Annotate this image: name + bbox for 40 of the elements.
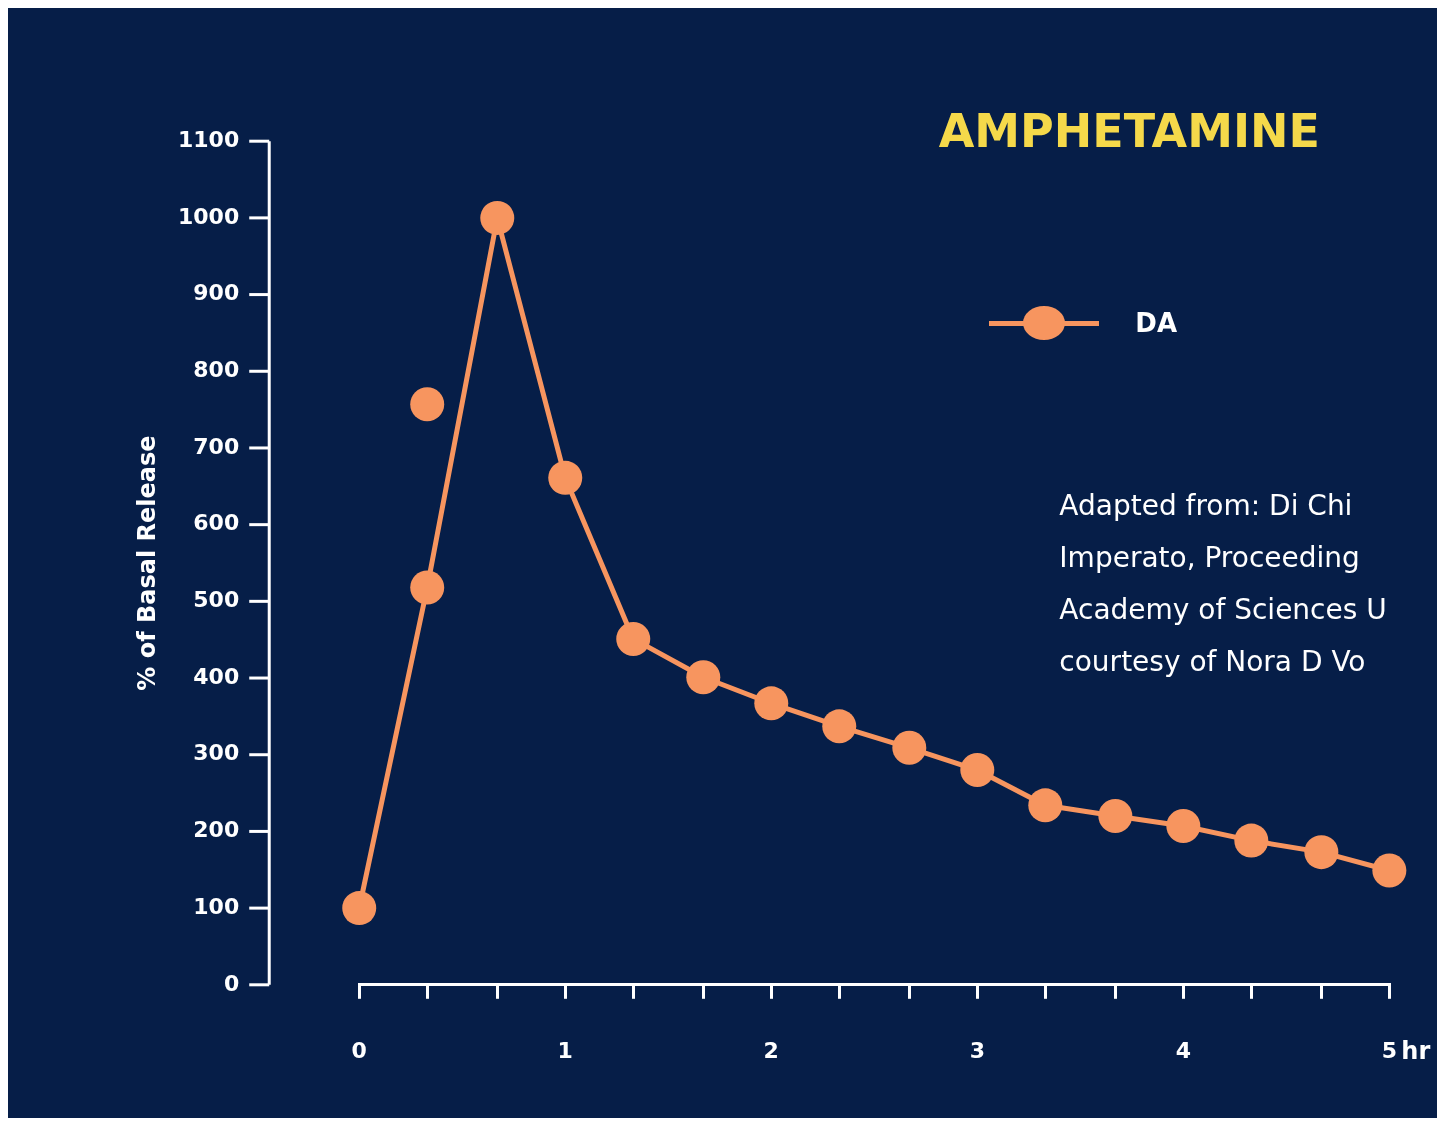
y-tick-label: 0 xyxy=(223,970,240,996)
y-tick-label: 200 xyxy=(193,817,240,843)
x-tick-label: 0 xyxy=(351,1037,367,1063)
x-axis-title: hr xyxy=(1401,1037,1431,1066)
y-tick-label: 800 xyxy=(193,356,240,382)
chart-title: AMPHETAMINE xyxy=(938,103,1320,158)
x-tick-label: 4 xyxy=(1175,1037,1191,1063)
y-tick-label: 1000 xyxy=(178,203,240,229)
point xyxy=(1234,823,1269,858)
point xyxy=(410,570,445,605)
x-tick-label: 3 xyxy=(969,1037,985,1063)
point xyxy=(822,709,857,744)
y-tick-label: 700 xyxy=(193,433,240,459)
point xyxy=(686,660,721,695)
y-tick-label: 600 xyxy=(193,510,240,536)
point xyxy=(1166,809,1201,844)
point xyxy=(548,460,583,495)
point xyxy=(892,730,927,765)
point xyxy=(1304,835,1339,870)
point xyxy=(410,387,445,422)
point xyxy=(1372,853,1407,888)
legend-label: DA xyxy=(1135,308,1178,338)
point xyxy=(616,621,651,656)
y-axis-title: % of Basal Release xyxy=(133,435,162,691)
y-tick-label: 900 xyxy=(193,280,240,306)
point xyxy=(342,891,377,926)
y-tick-label: 500 xyxy=(193,587,240,613)
y-tick-label: 100 xyxy=(193,893,240,919)
y-tick-label: 400 xyxy=(193,663,240,689)
y-tick-label: 300 xyxy=(193,740,240,766)
point xyxy=(960,753,995,788)
point xyxy=(754,686,789,721)
point xyxy=(1028,788,1063,823)
x-tick-label: 1 xyxy=(557,1037,573,1063)
x-tick-label: 5 xyxy=(1381,1037,1397,1063)
point xyxy=(1098,799,1133,834)
point xyxy=(480,200,515,235)
x-tick-label: 2 xyxy=(763,1037,779,1063)
y-tick-label: 1100 xyxy=(178,126,240,152)
annotation: Adapted from: Di Chi Imperato, Proceeding Academy of Sciences U courtesy of Nora D Vo xyxy=(1059,489,1387,679)
